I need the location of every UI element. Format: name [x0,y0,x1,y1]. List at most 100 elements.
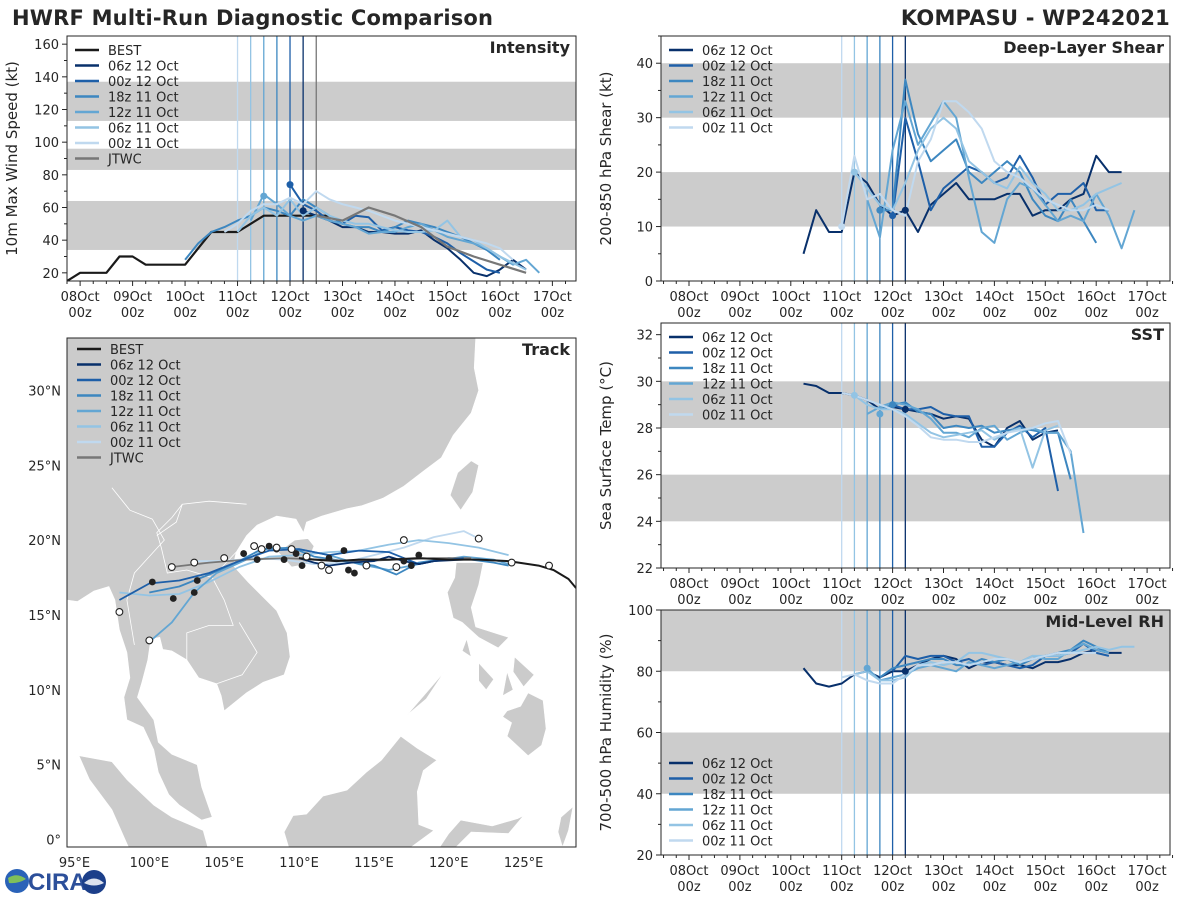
sst-x-axis: 08Oct00z09Oct00z10Oct00z11Oct00z12Oct00z… [663,568,1174,608]
track-point-filled [148,578,156,586]
land-polygon-6 [502,670,514,697]
track-point-open [302,552,311,561]
rh-x-tick-hour: 00z [779,880,803,895]
partner-seal-wave [84,878,104,886]
track-point-open [362,561,371,570]
rh-x-tick-day: 15Oct [1026,864,1065,879]
track-point-filled [298,562,306,569]
intensity-x-tick-hour: 00z [278,306,302,321]
sst-legend-label-06z12: 06z 12 Oct [702,331,773,346]
intensity-x-tick-day: 14Oct [375,290,414,305]
rh-marker-06z12 [901,667,909,675]
track-point-filled [265,542,273,550]
track-point-filled [400,557,408,565]
intensity-legend-label-18z11: 18z 11 Oct [108,91,179,106]
track-point-open [115,608,124,616]
intensity-x-tick-day: 10Oct [166,290,205,305]
track-x-tick-label: 110°E [279,856,319,871]
track-point-open [145,636,154,645]
track-legend-label-00z12: 00z 12 Oct [110,374,181,389]
intensity-plot-area [67,36,541,281]
track-panel-title: Track [522,340,570,359]
track-point-filled [240,550,248,557]
land-polygon-5 [478,662,495,691]
shear-y-tick-label: 40 [636,57,653,72]
logo-wordmark: CIRA [28,869,87,896]
track-x-tick-label: 120°E [429,856,469,871]
sst-x-tick-hour: 00z [830,593,854,608]
land-polygon-4 [461,637,472,658]
sst-y-tick-label: 28 [636,422,653,437]
land-polygon-13 [557,805,574,847]
shear-x-tick-day: 13Oct [924,290,963,305]
shear-x-tick-day: 10Oct [771,290,810,305]
track-point-open [272,543,281,552]
rh-y-axis: 20 40 60 80 100 [628,604,661,864]
sst-y-tick-label: 24 [636,515,653,530]
intensity-legend-label-jtwc: JTWC [107,153,142,168]
shear-x-tick-hour: 00z [1135,306,1159,321]
intensity-series-jtwc [316,206,527,274]
land-polygon-10 [283,735,438,847]
shear-x-tick-hour: 00z [677,306,701,321]
intensity-y-tick-label: 120 [34,104,59,119]
track-legend-label-06z12: 06z 12 Oct [110,359,181,374]
track-frame [66,337,577,848]
track-point-filled [193,577,201,584]
track-point-open [317,561,326,570]
sst-plot-area [803,323,1085,568]
intensity-x-tick-day: 13Oct [323,290,362,305]
rh-x-tick-hour: 00z [728,880,752,895]
intensity-x-axis: 08Oct00z09Oct00z10Oct00z11Oct00z12Oct00z… [61,281,572,321]
land-polygon-8 [502,692,547,757]
track-series-06z11 [119,539,509,597]
sst-frame [660,322,1171,569]
sst-legend-label-00z11: 00z 11 Oct [702,409,773,424]
rh-marker-12z11 [863,664,871,672]
rh-x-tick-day: 14Oct [975,864,1014,879]
shear-legend-label-00z11: 00z 11 Oct [702,122,773,137]
intensity-shaded-band-2 [67,81,576,121]
intensity-shaded-band-1 [67,148,576,170]
intensity-legend-label-06z12: 06z 12 Oct [108,60,179,75]
track-x-tick-label: 105°E [204,856,244,871]
sst-marker-06z11 [850,391,858,399]
country-border-5 [156,504,183,536]
rh-x-tick-day: 10Oct [771,864,810,879]
rh-y-axis-label: 700-500 hPa Humidity (%) [597,633,615,831]
track-point-open [474,534,483,543]
sst-panel: 22242628303208Oct00z09Oct00z10Oct00z11Oc… [597,322,1174,608]
sst-y-tick-label: 22 [636,562,653,577]
rh-x-tick-hour: 00z [1034,880,1058,895]
shear-y-tick-label: 0 [645,275,653,290]
intensity-x-tick-day: 15Oct [428,290,467,305]
track-point-open [190,558,199,567]
track-plot-area [115,530,576,645]
intensity-series-best [67,214,330,281]
track-panel: 95°E 100°E 105°E 110°E 115°E 120°E 125°E 0° 5°N 1… [28,337,577,871]
rh-legend-label-18z11: 18z 11 Oct [702,788,773,803]
rh-x-tick-hour: 00z [1135,880,1159,895]
sst-x-tick-day: 15Oct [1026,577,1065,592]
sst-x-tick-hour: 00z [983,593,1007,608]
shear-panel: 01020304008Oct00z09Oct00z10Oct00z11Oct00… [597,35,1174,321]
track-x-tick-label: 115°E [354,856,394,871]
shear-legend-label-12z11: 12z 11 Oct [702,91,773,106]
rh-panel: 2040608010008Oct00z09Oct00z10Oct00z11Oct… [597,604,1174,895]
sst-y-tick-label: 26 [636,469,653,484]
shear-x-tick-day: 11Oct [822,290,861,305]
sst-x-tick-hour: 00z [1135,593,1159,608]
track-y-tick-label: 5°N [37,759,62,774]
track-point-filled [340,547,348,554]
intensity-y-tick-label: 160 [34,38,59,53]
shear-frame [660,35,1171,282]
intensity-panel: 2040608010012014016008Oct00z09Oct00z10Oc… [3,35,577,321]
land-polygon-2 [449,460,480,511]
intensity-series-00z11 [223,190,514,261]
shear-legend-label-18z11: 18z 11 Oct [702,75,773,90]
intensity-marker-12z11 [260,192,268,200]
shear-x-tick-hour: 00z [1034,306,1058,321]
sst-marker-06z12 [901,405,909,413]
